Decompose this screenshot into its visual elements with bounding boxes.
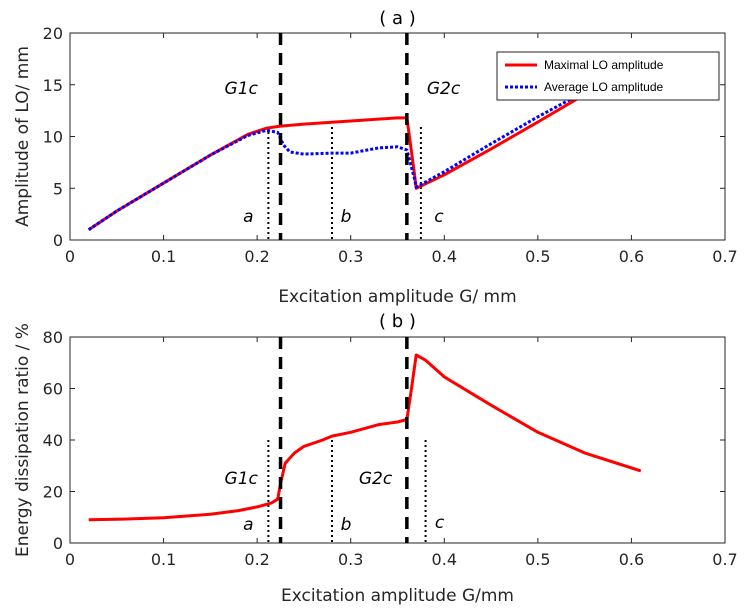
x-tick-label: 0.4 [432, 247, 457, 266]
y-axis-label: Amplitude of LO/ mm [13, 46, 33, 227]
x-tick-label: 0.3 [338, 550, 363, 569]
threshold-label-g2c: G2c [427, 79, 461, 99]
marker-label-b: b [341, 207, 352, 227]
chart-title: ( b ) [379, 311, 416, 332]
legend-box [496, 51, 720, 101]
x-tick-label: 0.1 [151, 247, 176, 266]
threshold-label-g1c: G1c [225, 79, 259, 99]
x-tick-label: 0.1 [151, 550, 176, 569]
series-line-maximal-lo-amplitude [87, 95, 581, 231]
x-tick-label: 0.2 [244, 550, 269, 569]
y-axis-label: Energy dissipation ratio / % [13, 323, 33, 557]
x-tick-label: 0.3 [338, 247, 363, 266]
x-tick-label: 0.2 [244, 247, 269, 266]
legend-entry: Maximal LO amplitude [544, 58, 664, 72]
x-tick-label: 0.6 [619, 550, 644, 569]
series-line-energy-dissipation [88, 353, 642, 522]
legend: Maximal LO amplitude Average LO amplitude [496, 51, 720, 101]
y-tick-label: 0 [53, 534, 63, 553]
marker-label-c: c [434, 207, 444, 227]
marker-label-a: a [243, 515, 253, 535]
plot-area [69, 336, 726, 544]
marker-label-c: c [435, 513, 445, 533]
y-tick-label: 40 [43, 431, 63, 450]
threshold-label-g1c: G1c [225, 469, 259, 489]
x-tick-label: 0.5 [525, 550, 550, 569]
x-tick-label: 0.4 [432, 550, 457, 569]
y-tick-label: 10 [43, 128, 63, 147]
y-tick-label: 15 [43, 76, 63, 95]
y-tick-label: 60 [43, 380, 63, 399]
y-tick-label: 20 [43, 24, 63, 43]
y-tick-label: 0 [53, 231, 63, 250]
x-tick-label: 0 [65, 247, 75, 266]
y-tick-label: 5 [53, 179, 63, 198]
x-tick-label: 0 [65, 550, 75, 569]
chart-title: ( a ) [379, 8, 416, 29]
threshold-label-g2c: G2c [359, 469, 393, 489]
x-tick-label: 0.5 [525, 247, 550, 266]
x-axis-label: Excitation amplitude G/ mm [278, 287, 516, 307]
x-tick-label: 0.7 [712, 247, 737, 266]
series-line-average-lo-amplitude [87, 92, 581, 231]
x-tick-label: 0.6 [619, 247, 644, 266]
marker-label-a: a [243, 207, 253, 227]
y-tick-label: 20 [43, 483, 63, 502]
chart-panel-b: 0 0.1 0.2 0.3 0.4 0.5 0.6 0.7 0 20 40 60 80 ( b ) Exci… [13, 311, 738, 606]
x-tick-label: 0.7 [712, 550, 737, 569]
legend-entry: Average LO amplitude [544, 80, 664, 94]
marker-label-b: b [341, 515, 352, 535]
y-tick-label: 80 [43, 328, 63, 347]
chart-panel-a: 0 0.1 0.2 0.3 0.4 0.5 0.6 0.7 0 5 10 15 20 ( a ) Excit… [13, 8, 738, 307]
x-axis-label: Excitation amplitude G/mm [281, 586, 514, 606]
